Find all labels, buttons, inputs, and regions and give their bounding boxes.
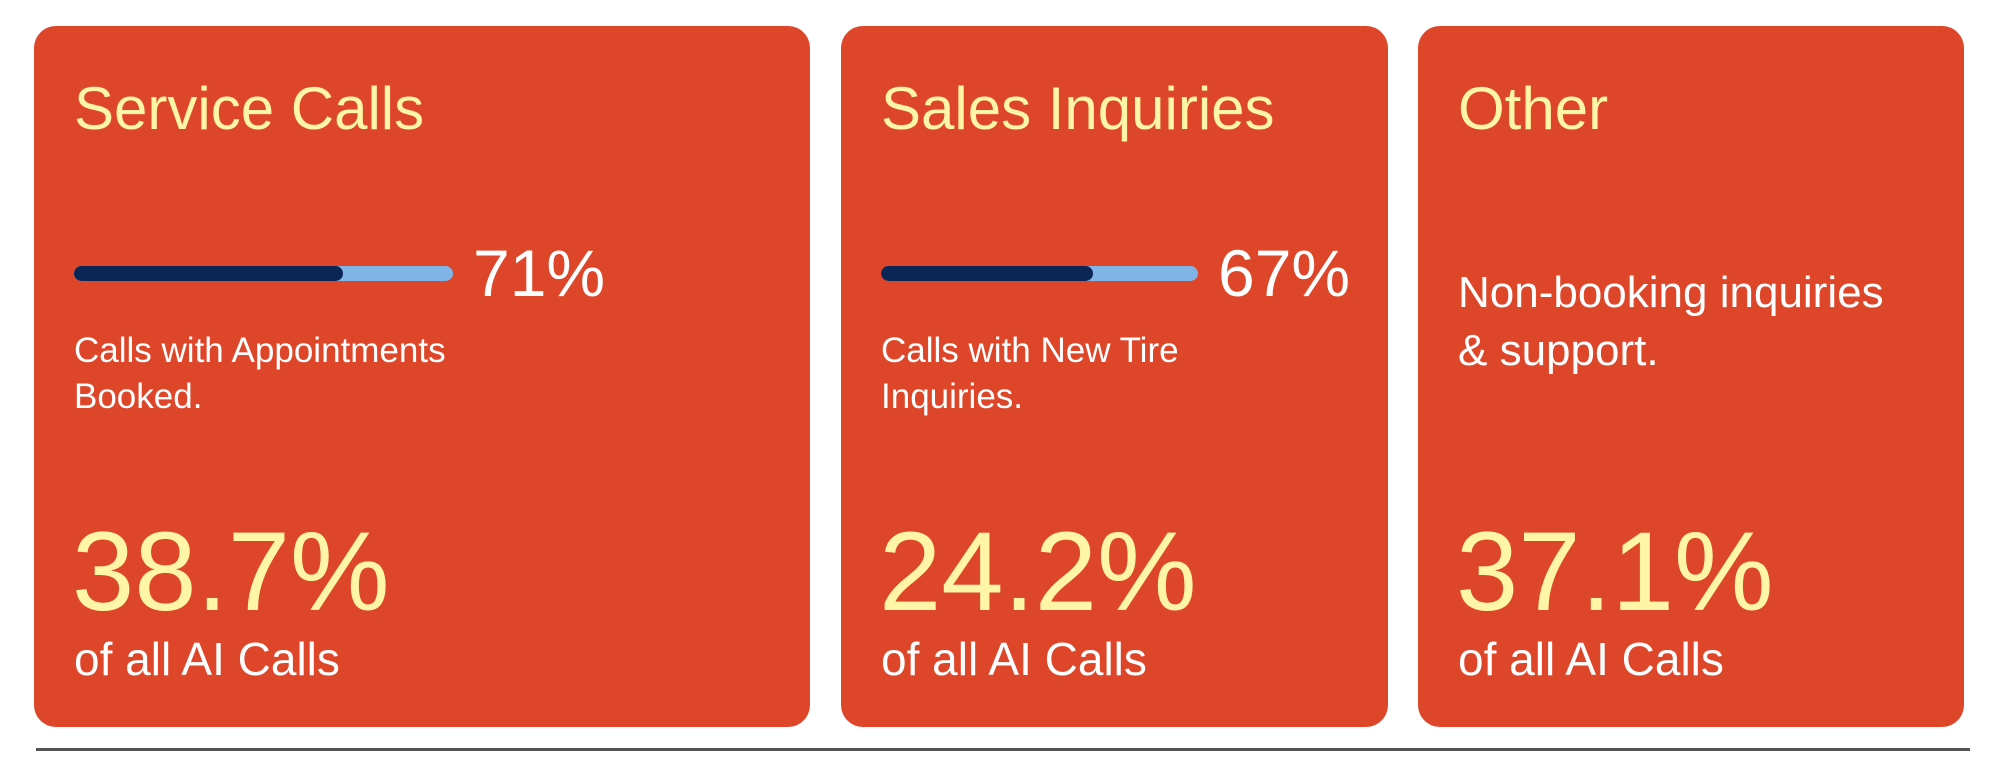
progress-fill	[881, 265, 1094, 281]
share-value: 38.7%	[72, 509, 390, 634]
progress-row: 67%	[881, 240, 1350, 306]
other-card: Other Non-booking inquiries & support. 3…	[1418, 26, 1964, 727]
card-title: Sales Inquiries	[881, 75, 1275, 142]
progress-fill	[74, 265, 344, 281]
share-label: of all AI Calls	[881, 633, 1147, 685]
card-title: Other	[1458, 75, 1609, 142]
progress-bar	[74, 265, 453, 281]
share-label: of all AI Calls	[74, 633, 340, 685]
progress-label: 71%	[473, 236, 606, 310]
card-description: Calls with New Tire Inquiries.	[881, 331, 1179, 416]
card-title: Service Calls	[74, 75, 425, 142]
service-calls-card: Service Calls 71% Calls with Appointment…	[34, 26, 810, 727]
share-value: 24.2%	[879, 509, 1197, 634]
card-description: Non-booking inquiries & support.	[1458, 268, 1884, 375]
share-value: 37.1%	[1456, 509, 1774, 634]
progress-row: 71%	[74, 240, 605, 306]
bottom-divider	[36, 748, 1970, 751]
share-label: of all AI Calls	[1458, 633, 1724, 685]
sales-inquiries-card: Sales Inquiries 67% Calls with New Tire …	[841, 26, 1388, 727]
progress-bar	[881, 265, 1198, 281]
card-description: Calls with Appointments Booked.	[74, 331, 446, 416]
progress-label: 67%	[1218, 236, 1351, 310]
